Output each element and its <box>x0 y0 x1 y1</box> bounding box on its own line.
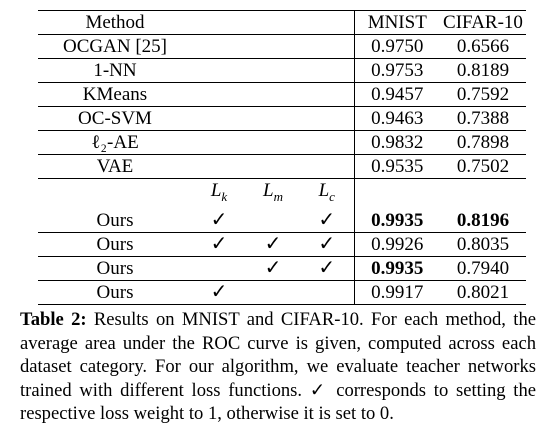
lk-check-icon: ✓ <box>192 280 246 305</box>
cifar-cell: 0.7898 <box>440 130 526 155</box>
lk-check-icon: ✓ <box>192 232 246 257</box>
cifar-cell: 0.7502 <box>440 154 526 179</box>
table-row: OC-SVM 0.9463 0.7388 <box>38 106 526 131</box>
empty-cell <box>300 58 354 83</box>
baseline-rows: OCGAN [25] 0.9750 0.6566 1-NN 0.9753 0.8189 KM… <box>38 34 526 179</box>
mnist-cell: 0.9535 <box>353 154 440 179</box>
empty-cell <box>300 106 354 131</box>
results-table-container: Method MNIST CIFAR-10 OCGAN [25] 0.9750 0.… <box>38 10 526 305</box>
lc-check-icon: ✓ <box>300 256 354 281</box>
lm-subscript: m <box>273 188 283 204</box>
empty-cell <box>192 154 246 179</box>
table-caption: Table 2: Results on MNIST and CIFAR-10. … <box>20 308 536 426</box>
method-cell: 1-NN <box>38 58 192 83</box>
empty-cell <box>192 34 246 59</box>
cifar-cell: 0.7388 <box>440 106 526 131</box>
lm-check-icon: ✓ <box>246 256 300 281</box>
loss-header-row: Lk Lm Lc <box>38 178 526 209</box>
lc-subscript: c <box>329 188 335 204</box>
empty-cell <box>192 130 246 155</box>
lc-check-icon: ✓ <box>300 208 354 233</box>
lc-check-icon <box>300 280 354 305</box>
mnist-cell: 0.9753 <box>353 58 440 83</box>
table-row: KMeans 0.9457 0.7592 <box>38 82 526 107</box>
method-cell: ℓ₂-AE <box>38 130 192 155</box>
method-cell: Ours <box>38 208 192 233</box>
lk-check-icon <box>192 256 246 281</box>
cifar-cell: 0.7940 <box>440 256 526 281</box>
lk-check-icon: ✓ <box>192 208 246 233</box>
empty-cell <box>300 154 354 179</box>
method-cell: OCGAN [25] <box>38 34 192 59</box>
table-row: OCGAN [25] 0.9750 0.6566 <box>38 34 526 59</box>
header-mnist: MNIST <box>353 10 440 35</box>
cifar-cell: 0.8035 <box>440 232 526 257</box>
mnist-cell: 0.9832 <box>353 130 440 155</box>
method-cell: Ours <box>38 280 192 305</box>
results-table: Method MNIST CIFAR-10 OCGAN [25] 0.9750 0.… <box>38 10 526 305</box>
empty-cell <box>192 58 246 83</box>
empty-cell <box>246 34 300 59</box>
method-cell: Ours <box>38 232 192 257</box>
header-cifar: CIFAR-10 <box>440 10 526 35</box>
method-cell: Ours <box>38 256 192 281</box>
cifar-cell: 0.7592 <box>440 82 526 107</box>
empty-cell <box>246 58 300 83</box>
empty-cell <box>300 130 354 155</box>
empty-cell <box>246 130 300 155</box>
method-cell: VAE <box>38 154 192 179</box>
empty-cell <box>192 106 246 131</box>
lc-check-icon: ✓ <box>300 232 354 257</box>
table-header-row: Method MNIST CIFAR-10 <box>38 10 526 35</box>
empty-cell <box>192 82 246 107</box>
mnist-cell: 0.9917 <box>353 280 440 305</box>
mnist-cell: 0.9750 <box>353 34 440 59</box>
lm-check-icon <box>246 280 300 305</box>
cifar-cell: 0.8196 <box>440 208 526 233</box>
caption-text: Results on MNIST and CIFAR-10. For each … <box>20 309 536 424</box>
table-row-ours: Ours ✓ ✓ ✓ 0.9926 0.8035 <box>38 232 526 257</box>
mnist-cell: 0.9457 <box>353 82 440 107</box>
lm-check-icon: ✓ <box>246 232 300 257</box>
empty-cell <box>246 106 300 131</box>
table-row-ours: Ours ✓ ✓ 0.9935 0.8196 <box>38 208 526 233</box>
cifar-cell: 0.8189 <box>440 58 526 83</box>
empty-cell <box>246 154 300 179</box>
loss-header-lc: Lc <box>318 180 335 204</box>
header-method: Method <box>38 10 192 35</box>
lk-subscript: k <box>221 188 228 204</box>
loss-header-lk: Lk <box>210 180 228 204</box>
empty-cell <box>246 82 300 107</box>
table-row-ours: Ours ✓ ✓ 0.9935 0.7940 <box>38 256 526 281</box>
table-row: ℓ₂-AE 0.9832 0.7898 <box>38 130 526 155</box>
method-cell: OC-SVM <box>38 106 192 131</box>
table-row: 1-NN 0.9753 0.8189 <box>38 58 526 83</box>
empty-cell <box>300 82 354 107</box>
ours-rows: Ours ✓ ✓ 0.9935 0.8196 Ours ✓ ✓ ✓ 0.9926 0.8035 Our… <box>38 208 526 305</box>
caption-label: Table 2: <box>20 309 87 330</box>
mnist-cell: 0.9935 <box>353 208 440 233</box>
loss-header-lm: Lm <box>263 180 283 204</box>
mnist-cell: 0.9463 <box>353 106 440 131</box>
lm-check-icon <box>246 208 300 233</box>
mnist-cell: 0.9926 <box>353 232 440 257</box>
empty-cell <box>300 34 354 59</box>
method-cell: KMeans <box>38 82 192 107</box>
cifar-cell: 0.6566 <box>440 34 526 59</box>
table-row: VAE 0.9535 0.7502 <box>38 154 526 179</box>
mnist-cell: 0.9935 <box>353 256 440 281</box>
cifar-cell: 0.8021 <box>440 280 526 305</box>
table-row-ours: Ours ✓ 0.9917 0.8021 <box>38 280 526 305</box>
